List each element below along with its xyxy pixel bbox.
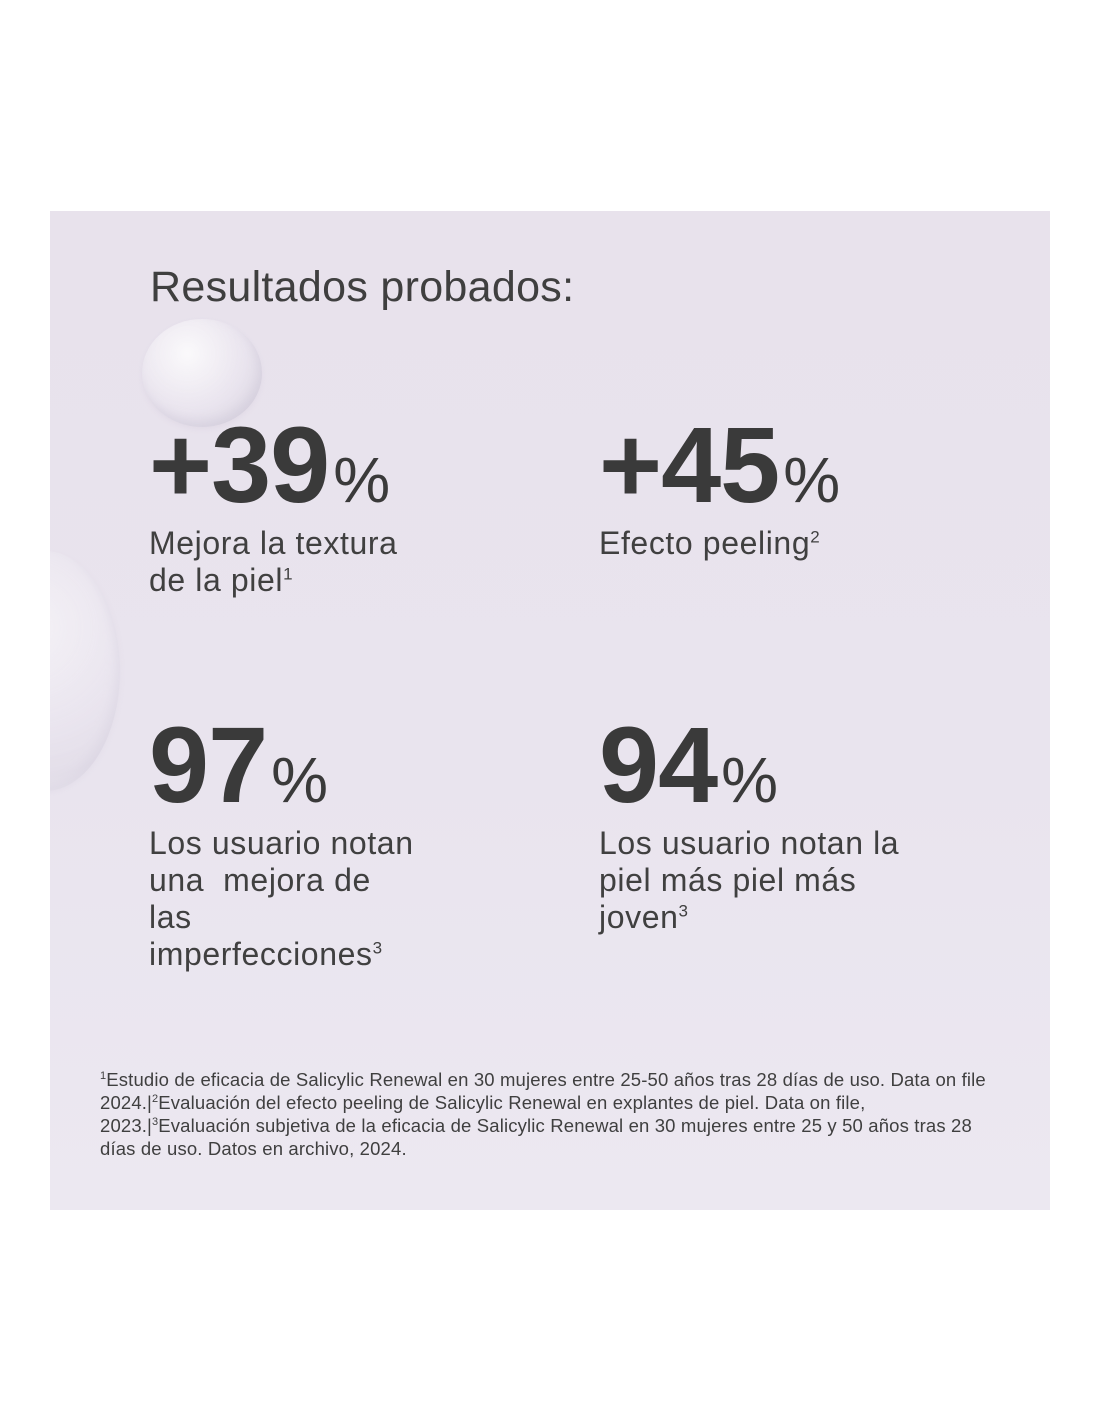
stat-value: +39 [149,404,330,525]
stat-value: 97 [149,704,268,825]
stat-unit: % [721,744,779,816]
stat-younger-skin: 94 % Los usuario notan la piel más piel … [599,711,949,936]
stat-unit: % [783,444,841,516]
stat-description: Los usuario notan una mejora de las impe… [149,825,414,972]
footnote-ref: 2 [810,527,821,547]
stat-unit: % [271,744,329,816]
footnote-ref: 2 [152,1092,159,1105]
stat-description: Los usuario notan la piel más piel más j… [599,825,900,935]
results-panel: Resultados probados: +39 % Mejora la tex… [50,211,1050,1210]
footnote-ref: 3 [678,901,689,921]
footnote-text: Estudio de eficacia de Salicylic Renewal… [100,1069,986,1113]
stat-unit: % [333,444,391,516]
stat-description: Mejora la textura de la piel1 [149,525,398,598]
footnotes: 1Estudio de eficacia de Salicylic Renewa… [100,1068,1005,1160]
stat-peeling: +45 % Efecto peeling2 [599,411,999,562]
stat-value: +45 [599,404,780,525]
footnote-ref: 3 [372,938,383,958]
stat-value: 94 [599,704,718,825]
water-droplet-decoration-large [50,551,120,791]
footnote-ref: 1 [100,1069,107,1082]
water-droplet-decoration [142,319,262,427]
stat-texture: +39 % Mejora la textura de la piel1 [149,411,509,599]
stat-description: Efecto peeling2 [599,525,821,561]
footnote-text: Evaluación del efecto peeling de Salicyl… [100,1092,866,1136]
footnote-ref: 3 [152,1115,159,1128]
footnote-text: Evaluación subjetiva de la eficacia de S… [100,1115,972,1159]
stat-imperfections: 97 % Los usuario notan una mejora de las… [149,711,479,973]
page-title: Resultados probados: [150,263,575,311]
footnote-ref: 1 [283,564,294,584]
